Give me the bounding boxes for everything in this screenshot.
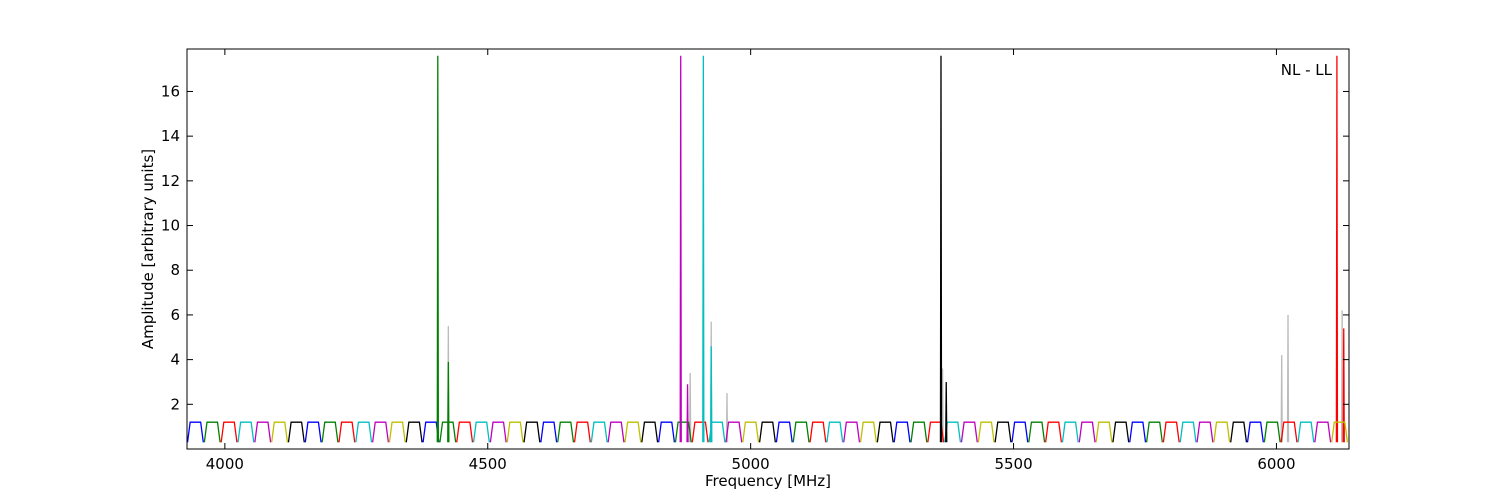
y-tick-label: 8 [170, 261, 180, 279]
y-tick-label: 12 [161, 172, 180, 190]
axes-frame [186, 48, 1350, 450]
x-tick-label: 4000 [206, 455, 244, 473]
data-line [203, 55, 1281, 443]
x-tick-label: 5500 [994, 455, 1032, 473]
y-tick-label: 10 [161, 217, 180, 235]
annotation: NL - LL [1281, 61, 1333, 79]
x-tick-label: 4500 [469, 455, 507, 473]
y-tick-label: 14 [161, 127, 180, 145]
y-tick-label: 2 [170, 395, 180, 413]
y-tick-label: 16 [161, 82, 180, 100]
data-line [254, 55, 1332, 443]
data-line [287, 55, 1248, 443]
x-axis-label: Frequency [MHz] [705, 472, 831, 490]
y-axis-label: Amplitude [arbitrary units] [139, 149, 157, 349]
data-line [237, 55, 1315, 443]
data-line [186, 421, 1264, 443]
plot-area [186, 55, 1349, 443]
x-tick-label: 5000 [732, 455, 770, 473]
y-tick-label: 4 [170, 351, 180, 369]
data-line [271, 421, 1349, 443]
x-tick-label: 6000 [1257, 455, 1295, 473]
data-line [447, 310, 1344, 443]
y-tick-label: 6 [170, 306, 180, 324]
data-line [220, 55, 1345, 443]
